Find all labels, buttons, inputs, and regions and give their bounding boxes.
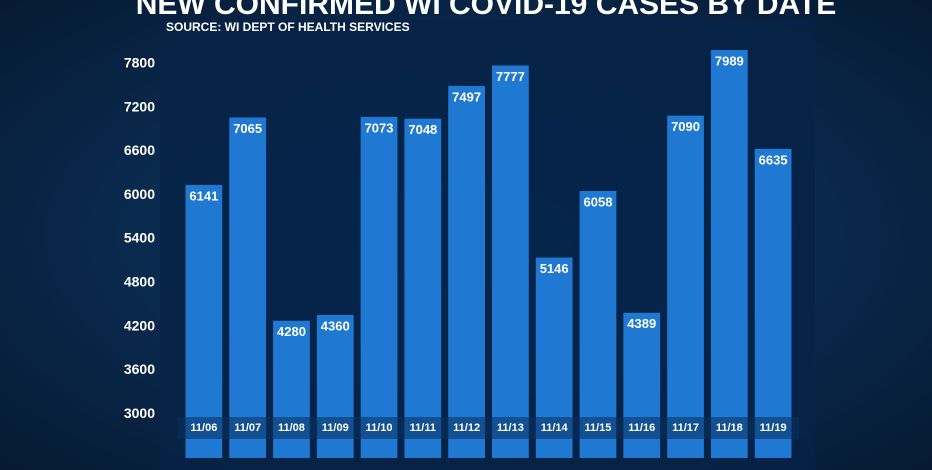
x-tick-label: 11/07 — [234, 422, 261, 434]
x-tick-label: 11/13 — [497, 422, 524, 434]
bar — [404, 118, 442, 459]
x-tick-label: 11/08 — [278, 422, 305, 434]
y-tick-label: 3600 — [124, 361, 155, 377]
x-tick-label: 11/12 — [453, 422, 480, 434]
value-label: 7777 — [496, 69, 525, 84]
y-tick-label: 7200 — [124, 98, 155, 114]
chart-subtitle: SOURCE: WI DEPT OF HEALTH SERVICES — [166, 20, 410, 34]
y-tick-label: 3000 — [124, 405, 155, 421]
bar — [448, 85, 485, 458]
plot-area — [160, 20, 815, 470]
bar — [360, 116, 398, 458]
value-label: 7989 — [715, 53, 744, 68]
x-tick-label: 11/18 — [716, 422, 743, 434]
y-tick-label: 5400 — [124, 230, 155, 246]
value-label: 7065 — [233, 121, 262, 136]
x-tick-label: 11/16 — [628, 422, 655, 434]
value-label: 6141 — [189, 188, 218, 203]
label-strip — [178, 417, 799, 439]
value-label: 7497 — [452, 89, 481, 104]
y-tick-label: 4200 — [124, 317, 155, 333]
value-label: 6635 — [759, 152, 788, 167]
value-label: 7048 — [408, 122, 437, 137]
y-tick-label: 6000 — [124, 186, 155, 202]
value-label: 7090 — [671, 119, 700, 134]
chart-title: NEW CONFIRMED WI COVID-19 CASES BY DATE — [136, 0, 837, 21]
x-tick-label: 11/11 — [410, 422, 436, 434]
x-tick-label: 11/09 — [322, 422, 349, 434]
x-tick-label: 11/14 — [541, 422, 569, 434]
x-tick-label: 11/10 — [366, 422, 393, 434]
bar — [492, 65, 529, 458]
y-tick-label: 7800 — [124, 55, 155, 71]
value-label: 5146 — [540, 261, 569, 276]
bar — [710, 50, 748, 459]
value-label: 4360 — [321, 318, 350, 333]
value-label: 4280 — [277, 324, 306, 339]
value-label: 4389 — [627, 316, 656, 331]
x-tick-label: 11/19 — [760, 422, 787, 434]
bar — [754, 148, 792, 458]
x-tick-label: 11/17 — [672, 422, 699, 434]
value-label: 7073 — [365, 120, 394, 135]
x-tick-label: 11/06 — [190, 422, 217, 434]
x-tick-label: 11/15 — [585, 422, 612, 434]
bar — [579, 190, 617, 458]
value-label: 6058 — [584, 194, 613, 209]
bar — [667, 115, 704, 458]
y-tick-label: 4800 — [124, 274, 155, 290]
bar — [185, 184, 223, 459]
bar — [229, 117, 267, 458]
y-tick-label: 6600 — [124, 142, 155, 158]
